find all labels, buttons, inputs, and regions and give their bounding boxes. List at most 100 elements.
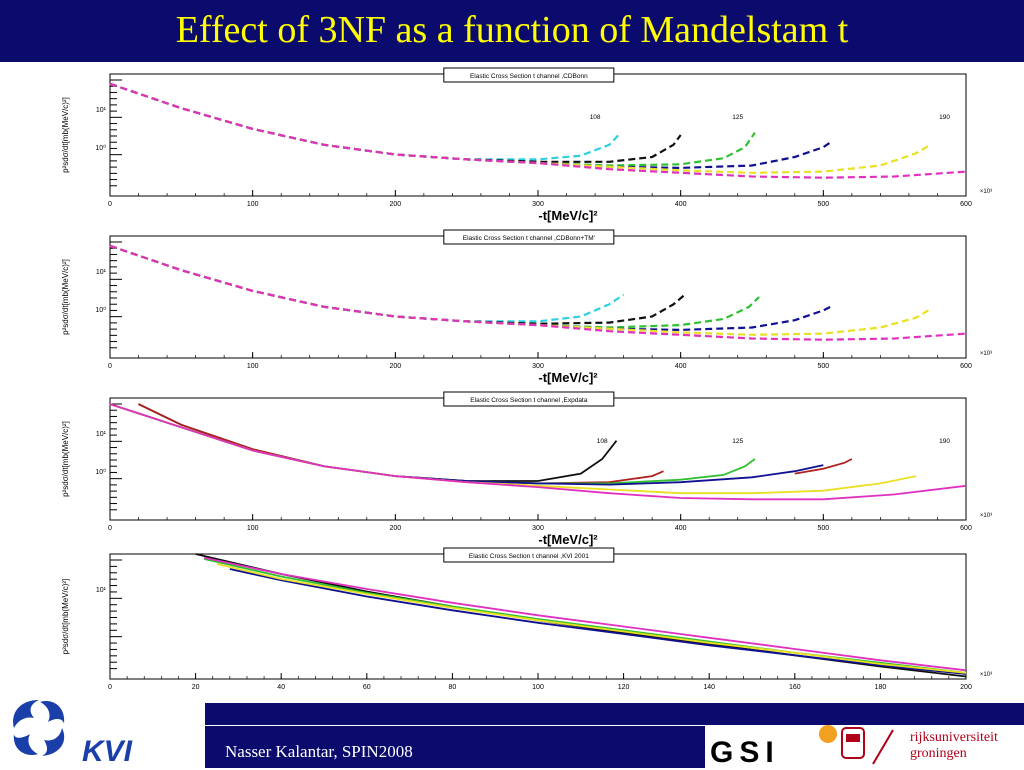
kvi-logo-icon: [13, 700, 65, 756]
x-tick-label: 500: [817, 363, 829, 370]
series-line: [109, 82, 931, 174]
x-tick-label: 60: [363, 684, 371, 691]
x-tick-label: 600: [960, 363, 972, 370]
energy-annotation: 190: [939, 438, 950, 445]
y-tick-label: 10⁰: [95, 306, 106, 314]
x-tick-label: 500: [817, 525, 829, 532]
x-exponent-label: ×10³: [980, 513, 992, 519]
y-tick-label: 10¹: [96, 587, 107, 594]
series-line: [109, 244, 967, 341]
x-exponent-label: ×10³: [980, 189, 992, 195]
chart-title-box: [443, 391, 615, 407]
y-tick-label: 10¹: [96, 431, 107, 438]
chart-title-box: [443, 547, 615, 563]
y-axis-label: p²sdσ/dt[mb(MeV/c)²]: [61, 421, 70, 497]
rug-logo-line1: rijksuniversiteit: [910, 730, 998, 745]
x-tick-label: 0: [108, 525, 112, 532]
x-tick-label: 180: [875, 684, 887, 691]
chart-cdbonn-tm: 10¹ 10⁰ p²sdσ/dt[mb(MeV/c)²] 0 100 200 300 400 5…: [61, 229, 992, 385]
chart-panel-cdbonn: 10¹ 10⁰ p²sdσ/dt[mb(MeV/c)²] 0 100 200 300 400 5…: [55, 66, 992, 228]
chart-title-box: [443, 67, 615, 83]
energy-annotation: 125: [732, 438, 743, 445]
rug-logo-line2: groningen: [910, 746, 967, 761]
series-line: [195, 553, 967, 678]
series-line: [109, 244, 931, 336]
series-line: [229, 568, 967, 675]
series-line: [794, 458, 853, 475]
slide-title: Effect of 3NF as a function of Mandelsta…: [175, 9, 849, 51]
x-tick-label: 300: [532, 525, 544, 532]
energy-annotation: 190: [939, 114, 950, 121]
y-tick-label: 10⁰: [95, 144, 106, 152]
series-line: [109, 244, 831, 332]
series-line: [216, 563, 967, 674]
kvi-logo-text: KVI: [82, 735, 133, 768]
x-tick-label: 80: [449, 684, 457, 691]
plot-frame: [109, 397, 967, 521]
x-tick-label: 300: [532, 201, 544, 208]
rug-crest-icon: [819, 725, 894, 765]
series-line: [109, 403, 967, 501]
y-tick-label: 10⁰: [95, 468, 106, 476]
x-exponent-label: ×10³: [980, 351, 992, 357]
x-tick-label: 100: [247, 201, 259, 208]
x-tick-label: 300: [532, 363, 544, 370]
series-line: [109, 244, 760, 329]
chart-title: Elastic Cross Section t channel ,CDBonn: [470, 73, 588, 80]
y-axis-label: p²sdσ/dt[mb(MeV/c)²]: [61, 259, 70, 335]
series-line: [109, 82, 967, 179]
series-line: [109, 82, 756, 167]
y-tick-label: 10¹: [96, 269, 107, 276]
x-exponent-label: ×10³: [980, 672, 992, 678]
series-line: [109, 403, 917, 495]
series-line: [204, 556, 967, 672]
x-tick-label: 100: [247, 363, 259, 370]
y-axis-label: p²sdσ/dt[mb(MeV/c)²]: [61, 579, 70, 655]
x-tick-label: 200: [389, 201, 401, 208]
energy-annotation: 125: [732, 114, 743, 121]
title-bar: [0, 0, 1024, 62]
chart-title: Elastic Cross Section t channel ,KVI 200…: [469, 553, 589, 560]
chart-title: Elastic Cross Section t channel ,Expdata: [470, 397, 587, 404]
x-tick-label: 400: [675, 525, 687, 532]
x-axis-label: -t[MeV/c]²: [538, 208, 598, 223]
y-axis-label: p²sdσ/dt[mb(MeV/c)²]: [61, 97, 70, 173]
series-line: [109, 403, 756, 485]
x-tick-label: 0: [108, 363, 112, 370]
x-tick-label: 20: [192, 684, 200, 691]
x-tick-label: 100: [247, 525, 259, 532]
gsi-logo-text: GSI: [710, 736, 780, 769]
x-tick-label: 120: [618, 684, 630, 691]
series-line: [109, 244, 686, 325]
x-tick-label: 140: [703, 684, 715, 691]
series-line: [138, 403, 618, 482]
chart-cdbonn: 10¹ 10⁰ p²sdσ/dt[mb(MeV/c)²] 0 100 200 300 400 5…: [61, 67, 992, 223]
chart-title: Elastic Cross Section t channel ,CDBonn+…: [463, 235, 595, 242]
x-tick-label: 600: [960, 525, 972, 532]
chart-expdata: 10¹ 10⁰ p²sdσ/dt[mb(MeV/c)²] 0 100 200 300 400 5…: [61, 391, 992, 547]
energy-annotation: 108: [597, 438, 608, 445]
chart-kvi2001: 10¹ p²sdσ/dt[mb(MeV/c)²] 0 20 40 60 80 100 120 14…: [61, 547, 992, 706]
series-line: [109, 82, 622, 161]
chart-title-box: [443, 229, 615, 245]
series-line: [109, 244, 625, 323]
x-tick-label: 0: [108, 684, 112, 691]
y-tick-label: 10¹: [96, 107, 107, 114]
x-tick-label: 400: [675, 363, 687, 370]
energy-annotation: 108: [590, 114, 601, 121]
x-tick-label: 200: [389, 363, 401, 370]
footer-band-top: [205, 703, 1024, 725]
x-tick-label: 200: [960, 684, 972, 691]
series-line: [109, 403, 824, 486]
x-tick-label: 0: [108, 201, 112, 208]
chart-panel-expdata: 10¹ 10⁰ p²sdσ/dt[mb(MeV/c)²] 0 100 200 300 400 5…: [55, 390, 992, 552]
chart-panel-cdbonn-tm: 10¹ 10⁰ p²sdσ/dt[mb(MeV/c)²] 0 100 200 300 400 5…: [55, 228, 992, 390]
footer-author: Nasser Kalantar, SPIN2008: [225, 742, 413, 761]
x-tick-label: 200: [389, 525, 401, 532]
footer-band: [205, 726, 705, 768]
x-tick-label: 100: [532, 684, 544, 691]
series-line: [109, 82, 832, 170]
x-axis-label: -t[MeV/c]²: [538, 532, 598, 547]
chart-panel-kvi2001: 10¹ p²sdσ/dt[mb(MeV/c)²] 0 20 40 60 80 100 120 14…: [55, 546, 992, 708]
x-tick-label: 600: [960, 201, 972, 208]
